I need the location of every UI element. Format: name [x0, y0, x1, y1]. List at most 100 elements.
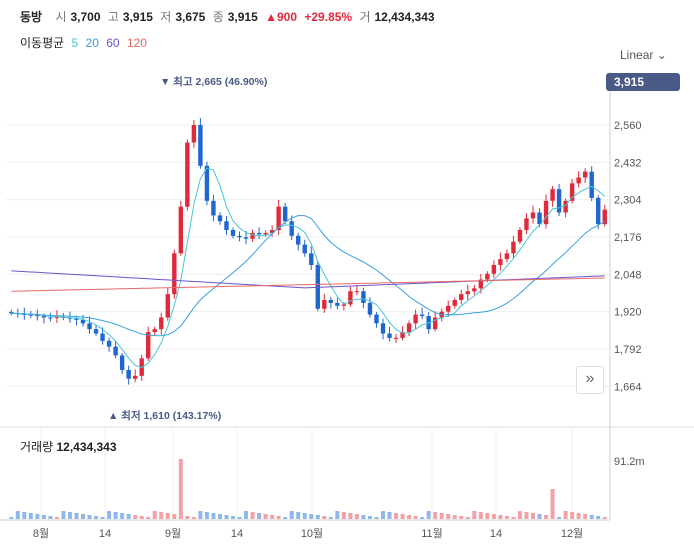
candle-body: [289, 221, 294, 236]
volume-bar: [420, 517, 425, 519]
high-value: 3,915: [122, 10, 153, 24]
candle-body: [485, 273, 490, 280]
volume-bar: [537, 514, 542, 519]
candle-body: [185, 142, 190, 207]
volume-bar: [87, 515, 92, 519]
volume-bar: [407, 515, 412, 519]
volume-bar: [54, 517, 59, 519]
volume-bar: [394, 513, 399, 519]
candle-body: [126, 370, 131, 379]
candle-body: [100, 333, 105, 341]
volume-bar: [211, 513, 216, 519]
candle-body: [589, 171, 594, 198]
ma-60: 60: [106, 36, 120, 50]
volume-bar: [335, 511, 340, 519]
volume-bar: [433, 512, 438, 519]
volume-bar: [400, 514, 405, 519]
candle-body: [517, 230, 523, 242]
volume-bar: [263, 514, 268, 519]
volume-bar: [113, 512, 118, 519]
expand-chart-button[interactable]: »: [576, 366, 604, 394]
ma-line-5: [11, 167, 606, 369]
volume-bar: [22, 512, 27, 519]
candle-body: [341, 304, 347, 306]
candle-body: [504, 253, 510, 260]
y-tick-label: 2,560: [614, 120, 642, 132]
candle-body: [459, 294, 464, 300]
candle-body: [74, 318, 79, 320]
volume-bar: [446, 514, 451, 519]
volume-bar: [504, 516, 509, 519]
volume-bar: [237, 517, 242, 519]
ma-line-120: [11, 277, 605, 292]
volume-bar: [100, 517, 105, 519]
volume-bar: [126, 514, 131, 519]
volume-bar: [81, 514, 85, 519]
candle-body: [309, 253, 314, 265]
y-tick-label: 1,664: [614, 381, 642, 393]
candle-body: [106, 340, 112, 347]
volume-bar: [361, 515, 366, 519]
volume-bar: [139, 516, 144, 519]
volume-bar: [231, 516, 235, 519]
candle-body: [315, 265, 320, 309]
candle-body: [367, 302, 373, 315]
change-value: ▲900: [265, 10, 298, 24]
volume-bar: [322, 516, 327, 519]
candle-body: [22, 314, 27, 315]
volume-bar: [283, 517, 288, 519]
volume-bar: [426, 511, 431, 519]
candle-body: [543, 200, 549, 225]
volume-bar: [94, 516, 99, 519]
volume-bar: [302, 513, 307, 519]
candle-body: [354, 291, 360, 293]
candle-body: [576, 177, 581, 184]
volume-bar: [178, 459, 183, 519]
volume-bar: [387, 512, 392, 519]
candle-body: [432, 317, 438, 330]
volume-bar: [9, 517, 14, 519]
scale-mode-label: Linear: [620, 48, 654, 62]
volume-bar: [472, 511, 477, 519]
candle-body: [87, 323, 92, 330]
candle-body: [54, 316, 60, 319]
current-price-tag: 3,915: [606, 73, 680, 91]
candle-body: [263, 232, 268, 235]
candle-body: [237, 235, 242, 238]
volume-bar: [67, 512, 72, 519]
candle-body: [9, 311, 14, 314]
volume-bar: [452, 515, 457, 519]
candle-body: [217, 215, 223, 222]
volume-bar: [465, 517, 470, 519]
high-label: 고: [107, 10, 119, 24]
candle-body: [556, 189, 562, 213]
volume-bar: [550, 489, 555, 519]
candle-body: [511, 241, 516, 254]
volume-label: 거: [359, 10, 371, 24]
candle-body: [146, 332, 151, 359]
volume-bar: [244, 511, 249, 519]
candle-body: [113, 346, 118, 356]
volume-bar: [589, 515, 594, 519]
candle-body: [28, 314, 34, 316]
x-tick-label: 9월: [165, 527, 181, 540]
scale-mode-select[interactable]: Linear ⌄: [620, 48, 667, 62]
moving-average-legend[interactable]: 이동평균 5 20 60 120: [20, 34, 151, 51]
ma-20: 20: [85, 36, 99, 50]
volume-bar: [328, 517, 333, 519]
ma-5: 5: [71, 36, 79, 50]
volume-bar: [74, 513, 79, 519]
candle-body: [35, 315, 40, 317]
volume-bar: [596, 516, 601, 519]
candle-body: [243, 237, 249, 239]
candle-body: [452, 300, 457, 306]
candle-body: [380, 323, 386, 334]
x-tick-label: 14: [99, 528, 111, 540]
volume-bar: [35, 514, 40, 519]
volume-bar: [531, 513, 535, 519]
volume-bar: [381, 511, 385, 519]
candle-body: [419, 314, 425, 317]
candle-body: [361, 291, 366, 303]
